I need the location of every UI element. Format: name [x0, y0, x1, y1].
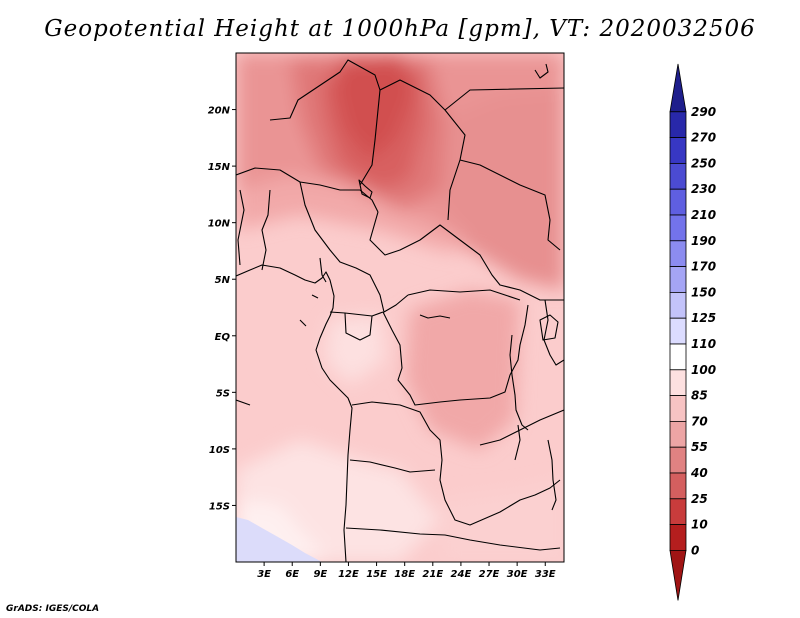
lon-tick-label: 3E	[257, 569, 271, 580]
colorbar-segment	[669, 498, 687, 525]
colorbar-segment	[669, 472, 687, 500]
colorbar-level-label: 85	[691, 389, 708, 403]
colorbar-level-label: 230	[691, 182, 716, 196]
colorbar-segment	[669, 395, 687, 422]
longitude-axis: 3E 6E 9E 12E 15E 18E 21E 24E 27E 30E 33E	[257, 562, 556, 580]
colorbar-segment	[669, 369, 687, 396]
lon-tick-label: 9E	[313, 569, 327, 580]
colorbar-level-label: 125	[691, 311, 716, 325]
chart-title: Geopotential Height at 1000hPa [gpm], VT…	[44, 16, 756, 42]
lat-tick-label: 20N	[208, 106, 231, 117]
colorbar-segment	[669, 240, 687, 268]
lon-tick-label: 24E	[451, 569, 472, 580]
colorbar-bottom-triangle	[669, 550, 687, 601]
latitude-axis: 20N 15N 10N 5N EQ 5S 10S 15S	[208, 106, 236, 512]
lat-tick-label: 10N	[208, 219, 231, 230]
lon-tick-label: 33E	[535, 569, 556, 580]
lon-tick-label: 30E	[507, 569, 528, 580]
coastlines-borders	[236, 59, 564, 562]
lon-tick-label: 12E	[338, 569, 359, 580]
colorbar-segment	[669, 420, 687, 448]
lat-tick-label: 10S	[209, 445, 230, 456]
lat-tick-label: 5S	[216, 388, 230, 399]
map-frame	[235, 52, 565, 563]
colorbar-segment	[669, 446, 687, 474]
colorbar-segment	[669, 214, 687, 242]
colorbar-level-label: 170	[691, 260, 716, 274]
lon-tick-label: 6E	[285, 569, 299, 580]
colorbar-level-label: 70	[691, 414, 708, 428]
lon-tick-label: 27E	[479, 569, 500, 580]
colorbar-top-triangle	[669, 63, 687, 113]
colorbar-segment	[669, 137, 687, 164]
colorbar-level-label: 25	[691, 492, 708, 506]
colorbar-segment	[669, 291, 687, 319]
lat-tick-label: 15S	[209, 501, 230, 512]
colorbar-level-label: 270	[691, 131, 716, 145]
colorbar-level-label: 40	[690, 466, 708, 480]
grads-credit: GrADS: IGES/COLA	[6, 604, 100, 614]
colorbar: 2902702502302101901701501251101008570554…	[669, 63, 716, 601]
lat-tick-label: EQ	[215, 332, 231, 343]
colorbar-segment	[669, 524, 687, 551]
colorbar-segment	[669, 343, 687, 371]
colorbar-level-label: 290	[691, 105, 716, 119]
colorbar-level-label: 100	[691, 363, 716, 377]
colorbar-level-label: 190	[691, 234, 716, 248]
colorbar-segment	[669, 266, 687, 293]
lon-tick-label: 15E	[366, 569, 387, 580]
colorbar-segment	[669, 317, 687, 345]
colorbar-level-label: 0	[691, 543, 699, 557]
lat-tick-label: 15N	[208, 162, 231, 173]
colorbar-level-label: 10	[691, 518, 708, 532]
lon-tick-label: 18E	[394, 569, 415, 580]
colorbar-segment	[669, 162, 687, 190]
colorbar-segment	[669, 188, 687, 216]
colorbar-level-label: 55	[691, 440, 708, 454]
colorbar-level-label: 250	[691, 156, 716, 170]
colorbar-segment	[669, 111, 687, 139]
height-field	[236, 53, 564, 562]
colorbar-level-label: 210	[691, 208, 716, 222]
lon-tick-label: 21E	[422, 569, 443, 580]
lat-tick-label: 5N	[215, 275, 231, 286]
colorbar-level-label: 110	[691, 337, 716, 351]
colorbar-level-label: 150	[691, 285, 716, 299]
